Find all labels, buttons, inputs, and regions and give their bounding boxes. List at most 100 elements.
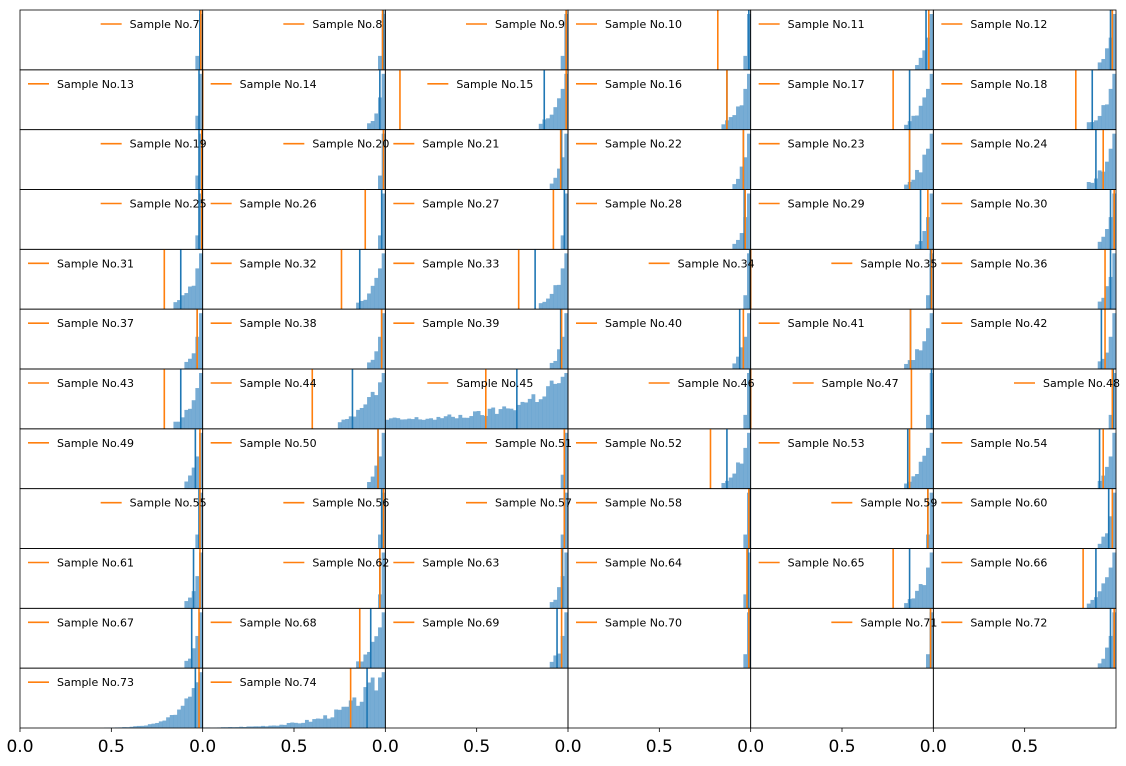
panel: Sample No.41 — [750, 308, 934, 370]
legend-label: Sample No.72 — [970, 616, 1047, 629]
panel: Sample No.11 — [750, 9, 934, 71]
histogram-bar — [904, 603, 908, 609]
legend-label: Sample No.73 — [57, 676, 134, 689]
histogram-bar — [743, 447, 748, 489]
histogram-bar — [1101, 536, 1106, 549]
panel: Sample No.12 — [932, 9, 1117, 71]
histogram-bar — [747, 373, 751, 429]
legend-label: Sample No.60 — [970, 497, 1047, 510]
histogram-bar — [553, 285, 558, 310]
x-tick-label: 0.0 — [6, 737, 33, 757]
legend-label: Sample No.14 — [240, 78, 317, 91]
legend-label: Sample No.35 — [860, 257, 937, 270]
histogram-bar — [407, 418, 412, 429]
panel: Sample No.65 — [750, 548, 934, 609]
histogram-bar — [191, 400, 196, 429]
histogram-bar — [304, 719, 309, 728]
histogram-bar — [1097, 301, 1102, 310]
legend-label: Sample No.42 — [970, 317, 1047, 330]
histogram-bar — [546, 118, 550, 130]
panel: Sample No.29 — [750, 189, 934, 250]
histogram-bar — [747, 133, 751, 190]
histogram-bar — [345, 706, 349, 728]
panel: Sample No.61 — [19, 548, 204, 609]
histogram-bar — [378, 235, 382, 250]
panel: Sample No.54 — [932, 428, 1117, 490]
histogram-bar — [1101, 358, 1106, 369]
legend-label: Sample No.57 — [495, 497, 572, 510]
histogram-bar — [553, 107, 558, 130]
histogram-bar — [330, 717, 335, 728]
histogram-bar — [392, 417, 397, 429]
histogram-bar — [922, 231, 927, 250]
histogram-bar — [480, 415, 485, 429]
histogram-bar — [184, 698, 189, 728]
legend-label: Sample No.41 — [788, 317, 865, 330]
panel: Sample No.48 — [932, 368, 1120, 430]
panel: Sample No.16 — [567, 69, 752, 131]
histogram-bar — [535, 402, 539, 429]
panel: Sample No.51 — [384, 428, 572, 490]
histogram-bar — [315, 718, 320, 728]
histogram-bar — [257, 726, 262, 728]
panel — [932, 667, 1117, 729]
histogram-bar — [915, 590, 919, 609]
histogram-bar — [557, 587, 561, 609]
histogram-bar — [184, 660, 189, 669]
histogram-bar — [356, 705, 360, 728]
histogram-bar — [743, 336, 748, 369]
histogram-bar — [436, 416, 441, 429]
histogram-bar — [915, 474, 919, 489]
histogram-bar — [370, 476, 375, 489]
histogram-bar — [1105, 286, 1109, 310]
panel: Sample No.74 — [202, 667, 386, 729]
histogram-bar — [926, 295, 930, 310]
histogram-bar — [188, 358, 192, 369]
legend-label: Sample No.20 — [312, 138, 389, 151]
histogram-bar — [184, 293, 189, 310]
panel: Sample No.42 — [932, 308, 1117, 370]
x-tick-label: 0.0 — [920, 737, 947, 757]
legend-label: Sample No.47 — [822, 377, 899, 390]
histogram-bar — [359, 661, 364, 669]
histogram-bar — [736, 178, 740, 190]
histogram-bar — [1086, 182, 1091, 190]
histogram-bar — [1105, 352, 1109, 369]
histogram-bar — [739, 463, 744, 489]
histogram-bar — [1105, 647, 1109, 669]
histogram-bar — [564, 253, 569, 310]
histogram-bar — [367, 651, 371, 669]
histogram-bar — [195, 388, 200, 429]
histogram-bar — [520, 401, 525, 429]
histogram-bar — [560, 336, 565, 369]
panel: Sample No.52 — [567, 428, 752, 490]
legend-label: Sample No.55 — [130, 497, 207, 510]
histogram-bar — [922, 97, 927, 130]
panel: Sample No.72 — [932, 607, 1117, 669]
panel: Sample No.71 — [750, 607, 937, 669]
histogram-bar — [911, 360, 916, 369]
histogram-bar — [1108, 516, 1113, 549]
histogram-bar — [915, 349, 919, 369]
legend-label: Sample No.12 — [970, 18, 1047, 31]
histogram-bar — [505, 408, 510, 429]
histogram-bar — [191, 467, 196, 489]
histogram-bar — [388, 418, 393, 429]
histogram-bar — [177, 421, 181, 429]
legend-label: Sample No.37 — [57, 317, 134, 330]
legend-label: Sample No.62 — [312, 557, 389, 570]
histogram-bar — [926, 447, 930, 489]
legend-label: Sample No.21 — [422, 138, 499, 151]
histogram-bar — [381, 612, 386, 669]
histogram-bar — [381, 552, 386, 609]
histogram-bar — [1105, 161, 1109, 190]
legend-label: Sample No.13 — [57, 78, 134, 91]
histogram-bar — [907, 360, 912, 369]
histogram-bar — [166, 717, 170, 728]
legend-label: Sample No.44 — [240, 377, 317, 390]
histogram-bar — [381, 253, 386, 310]
histogram-bar — [732, 243, 737, 250]
legend-label: Sample No.74 — [240, 676, 317, 689]
histogram-bar — [926, 414, 930, 429]
panel: Sample No.55 — [19, 488, 207, 549]
